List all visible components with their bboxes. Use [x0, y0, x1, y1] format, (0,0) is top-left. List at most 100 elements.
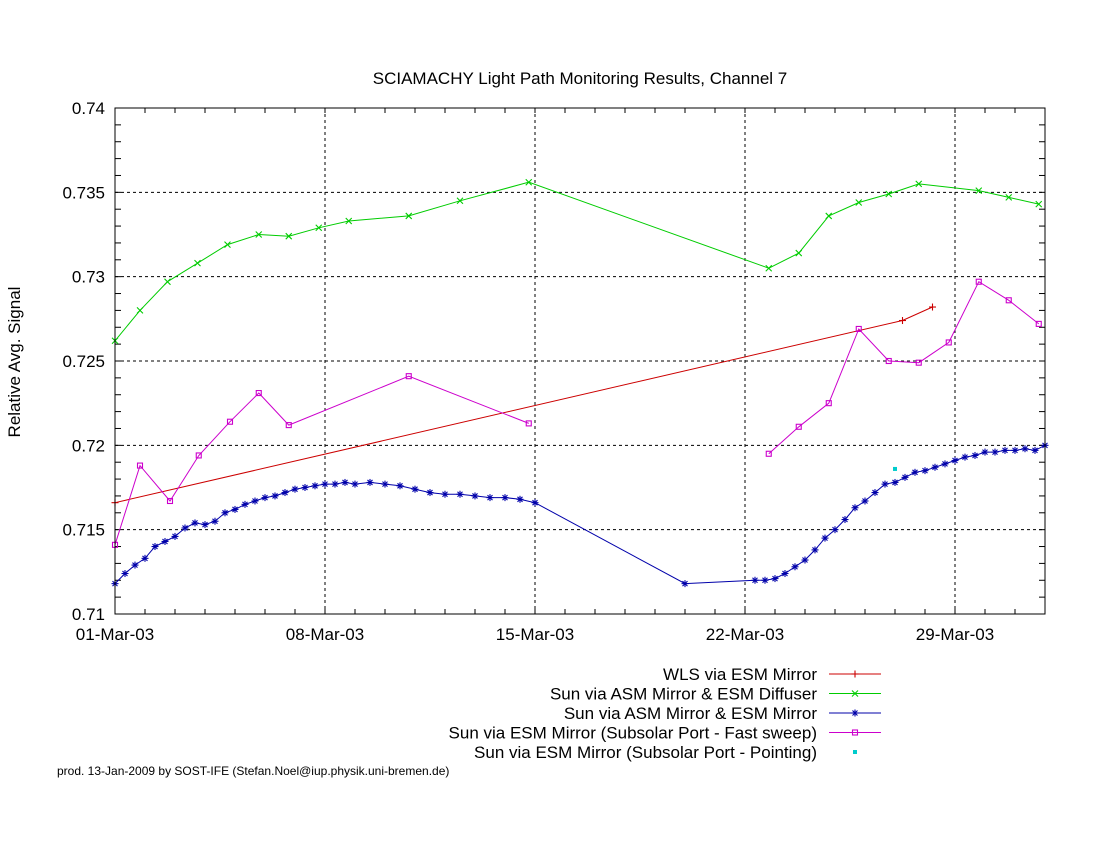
series-2-point — [456, 197, 464, 205]
series-2-point — [855, 199, 863, 206]
y-tick-label: 0.74 — [72, 99, 105, 118]
series-3-point — [261, 494, 269, 502]
series-4-point — [255, 389, 262, 397]
series-3-point — [1001, 446, 1009, 454]
series-2 — [111, 178, 1043, 345]
series-3-point — [131, 561, 139, 569]
series-4-point — [765, 450, 772, 457]
series-3-point — [831, 526, 839, 534]
x-tick-label: 29-Mar-03 — [916, 625, 994, 644]
series-4-line — [114, 375, 529, 545]
series-layer — [111, 178, 1049, 588]
x-ticks: 01-Mar-03 08-Mar-03 15-Mar-03 22-Mar-03 29-M… — [76, 108, 1046, 644]
series-2-point — [1035, 200, 1043, 208]
series-2-point — [345, 217, 353, 225]
series-3-point — [971, 451, 979, 459]
legend-swatch-marker — [851, 670, 859, 678]
series-3-point — [881, 480, 889, 488]
series-4-point — [166, 497, 174, 505]
series-4-line — [768, 280, 1040, 455]
series-3-point — [366, 478, 374, 486]
legend-label: WLS via ESM Mirror — [663, 665, 817, 684]
x-tick-label: 08-Mar-03 — [286, 625, 364, 644]
series-3-point — [811, 546, 819, 554]
series-1-point — [899, 317, 906, 325]
series-3-point — [426, 489, 434, 497]
series-4-point — [136, 462, 144, 469]
y-tick-label: 0.715 — [62, 521, 105, 540]
series-3-point — [191, 519, 199, 527]
series-3-point — [486, 494, 494, 502]
series-3 — [111, 441, 1049, 588]
series-3-point — [251, 497, 259, 505]
series-3-point — [456, 490, 464, 498]
series-3-point — [531, 499, 539, 507]
series-3-point — [751, 576, 759, 584]
series-1 — [111, 303, 936, 507]
series-4 — [111, 278, 1042, 548]
series-2-point — [194, 259, 201, 267]
series-3-point — [891, 478, 899, 486]
plot-frame — [114, 107, 1046, 615]
series-3-point — [381, 480, 389, 488]
series-4-point — [885, 357, 892, 365]
x-tick-label: 01-Mar-03 — [76, 625, 154, 644]
series-3-point — [771, 575, 779, 583]
legend-swatch-marker — [851, 709, 859, 717]
legend-label: Sun via ESM Mirror (Subsolar Port - Fast… — [449, 724, 817, 743]
y-ticks: 0.71 0.715 0.72 0.725 0.73 0.735 0.74 — [62, 99, 1045, 624]
series-3-point — [991, 448, 999, 456]
series-3-point — [901, 473, 909, 481]
series-3-point — [181, 524, 189, 532]
x-tick-label: 22-Mar-03 — [706, 625, 784, 644]
series-3-point — [931, 463, 939, 471]
series-2-point — [255, 231, 263, 238]
series-3-point — [141, 554, 149, 562]
series-4-point — [945, 339, 952, 346]
series-4-point — [975, 278, 982, 285]
legend-swatch-marker — [853, 750, 857, 754]
series-2-point — [164, 278, 171, 286]
legend-swatch-marker — [851, 690, 859, 697]
y-tick-label: 0.71 — [72, 605, 105, 624]
series-3-point — [211, 517, 219, 525]
y-axis-label: Relative Avg. Signal — [5, 287, 24, 438]
series-3-point — [121, 570, 129, 578]
series-2-line — [114, 181, 1039, 342]
series-3-point — [761, 576, 769, 584]
series-3-point — [941, 460, 949, 468]
series-4-point — [525, 420, 532, 427]
series-3-point — [241, 500, 249, 508]
series-3-point — [801, 556, 809, 564]
series-4-point — [285, 422, 292, 429]
series-3-point — [861, 497, 869, 505]
series-2-point — [885, 190, 893, 198]
series-3-point — [321, 480, 329, 488]
series-2-point — [285, 232, 293, 240]
series-2-point — [405, 212, 413, 220]
series-3-point — [396, 482, 404, 490]
series-3-point — [301, 484, 309, 491]
series-2-point — [136, 307, 144, 314]
series-1-line — [114, 306, 933, 504]
series-4-point — [825, 400, 832, 407]
series-3-point — [1031, 446, 1039, 454]
series-3-point — [681, 580, 689, 588]
series-1-point — [929, 303, 936, 311]
series-3-point — [231, 505, 239, 513]
footer-credit: prod. 13-Jan-2009 by SOST-IFE (Stefan.No… — [57, 764, 449, 778]
series-3-point — [911, 468, 919, 476]
y-tick-label: 0.73 — [72, 268, 105, 287]
series-2-point — [975, 187, 983, 195]
y-tick-label: 0.735 — [62, 183, 105, 202]
series-3-point — [351, 480, 359, 488]
series-2-point — [224, 241, 231, 249]
series-3-point — [341, 478, 349, 486]
legend-label: Sun via ESM Mirror (Subsolar Port - Poin… — [474, 743, 817, 762]
series-3-point — [201, 521, 209, 529]
series-3-point — [781, 570, 789, 578]
series-3-point — [1011, 446, 1019, 454]
series-4-point — [195, 452, 202, 459]
